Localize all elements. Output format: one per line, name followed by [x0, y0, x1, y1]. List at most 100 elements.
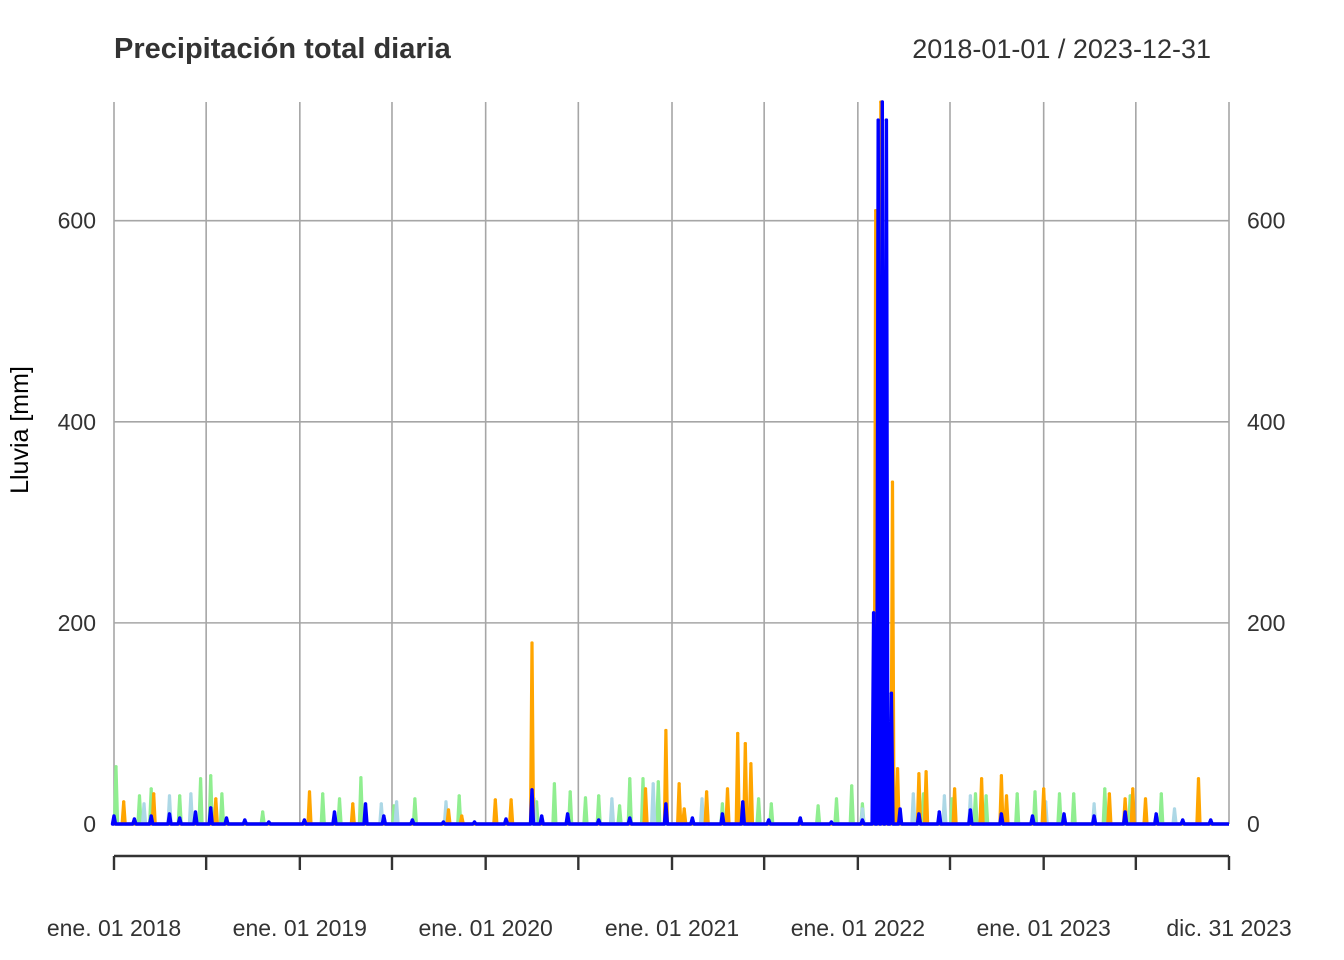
- series-0-point: [656, 780, 660, 784]
- series-0-point: [359, 776, 363, 780]
- x-tick-label: dic. 31 2023: [1166, 915, 1291, 941]
- series-0-point: [337, 797, 342, 801]
- series-3-point: [741, 800, 745, 804]
- series-3-point: [167, 812, 172, 816]
- series-1-point: [968, 794, 972, 798]
- series-0-point: [834, 797, 839, 801]
- series-3-point: [363, 802, 368, 806]
- series-3-point: [720, 812, 725, 816]
- series-1-point: [444, 800, 448, 804]
- series-3-point: [112, 814, 116, 818]
- series-3-point: [193, 810, 198, 814]
- series-2-point: [705, 790, 709, 794]
- series-0-point: [209, 774, 213, 778]
- y-tick-label-left: 400: [58, 409, 96, 435]
- series-2-point: [509, 798, 513, 802]
- series-3-point: [1092, 814, 1096, 818]
- series-2-point: [979, 777, 984, 781]
- y-tick-label-right: 200: [1247, 610, 1285, 636]
- series-3-point: [999, 812, 1004, 816]
- series-3-point: [1030, 814, 1035, 818]
- series-1-point: [142, 802, 146, 806]
- series-0-point: [149, 787, 153, 791]
- series-1-point: [942, 794, 946, 798]
- series-2-point: [1107, 792, 1111, 796]
- series-3-point: [1062, 812, 1066, 816]
- series-3-point: [798, 816, 802, 820]
- series-2-point: [1042, 787, 1046, 791]
- series-0-point: [769, 802, 773, 806]
- series-3-point: [441, 820, 446, 824]
- series-0-point: [457, 794, 461, 798]
- series-3-point: [540, 814, 544, 818]
- series-2-point: [890, 480, 895, 484]
- series-2-point: [530, 641, 534, 645]
- series-2-point: [999, 774, 1004, 778]
- series-0-point: [552, 782, 556, 786]
- series-3-point: [1123, 810, 1127, 814]
- series-0-point: [860, 802, 865, 806]
- y-tick-label-right: 400: [1247, 409, 1285, 435]
- series-3-point: [690, 816, 694, 820]
- series-2-point: [682, 807, 686, 811]
- series-2-point: [917, 772, 921, 776]
- series-3-point: [917, 812, 921, 816]
- y-tick-label-right: 600: [1247, 208, 1285, 234]
- series-1-point: [189, 792, 193, 796]
- series-0-point: [220, 792, 224, 796]
- series-3-point: [178, 816, 182, 820]
- series-2-point: [643, 787, 648, 791]
- series-0-point: [756, 797, 761, 801]
- series-2-point: [1196, 777, 1201, 781]
- series-3-point: [872, 611, 876, 615]
- series-3-point: [332, 810, 337, 814]
- series-2-point: [895, 767, 900, 771]
- series-2-point: [493, 798, 497, 802]
- series-0-point: [628, 777, 632, 781]
- series-3-point: [267, 820, 271, 824]
- x-tick-label: ene. 01 2020: [419, 915, 553, 941]
- series-2-point: [460, 814, 464, 818]
- series-3-point: [884, 118, 888, 122]
- series-2-point: [952, 787, 957, 791]
- axis-layer: 0 0 200 200 400 400 600 600 ene. 01 2018 ene. 01 …: [47, 208, 1292, 941]
- series-1-point: [1172, 807, 1177, 811]
- series-3-point: [937, 810, 941, 814]
- x-tick-label: ene. 01 2019: [233, 915, 367, 941]
- series-3-point: [889, 691, 894, 695]
- series-2-point: [214, 797, 218, 801]
- series-1-point: [167, 794, 172, 798]
- series-3-point: [132, 817, 136, 821]
- series-3-point: [880, 100, 884, 104]
- series-2-point: [1131, 787, 1135, 791]
- series-3-point: [898, 807, 902, 811]
- series-1-point: [379, 802, 383, 806]
- series-0-point: [1159, 792, 1163, 796]
- series-3-point: [472, 820, 477, 824]
- series-0-point: [583, 796, 588, 800]
- series-layer: [110, 100, 1229, 826]
- series-0-point: [641, 777, 645, 781]
- series-2-point: [1143, 797, 1148, 801]
- series-2-point: [749, 762, 753, 766]
- series-0-point: [816, 804, 820, 808]
- series-0-point: [198, 777, 203, 781]
- series-3-point: [504, 817, 508, 821]
- series-3-point: [530, 788, 534, 792]
- series-3-point: [209, 806, 213, 810]
- x-tick-label: ene. 01 2018: [47, 915, 181, 941]
- series-0-point: [137, 794, 142, 798]
- series-0-point: [617, 804, 622, 808]
- series-0-point: [413, 797, 417, 801]
- series-3-point: [382, 814, 386, 818]
- series-3-point: [149, 814, 153, 818]
- series-2-point: [736, 731, 740, 736]
- chart-title: Precipitación total diaria: [114, 33, 452, 65]
- series-0-point: [1015, 792, 1019, 796]
- series-0-point: [973, 792, 978, 796]
- series-3-point: [566, 812, 570, 816]
- series-0-point: [597, 794, 601, 798]
- y-tick-label-left: 200: [58, 610, 96, 636]
